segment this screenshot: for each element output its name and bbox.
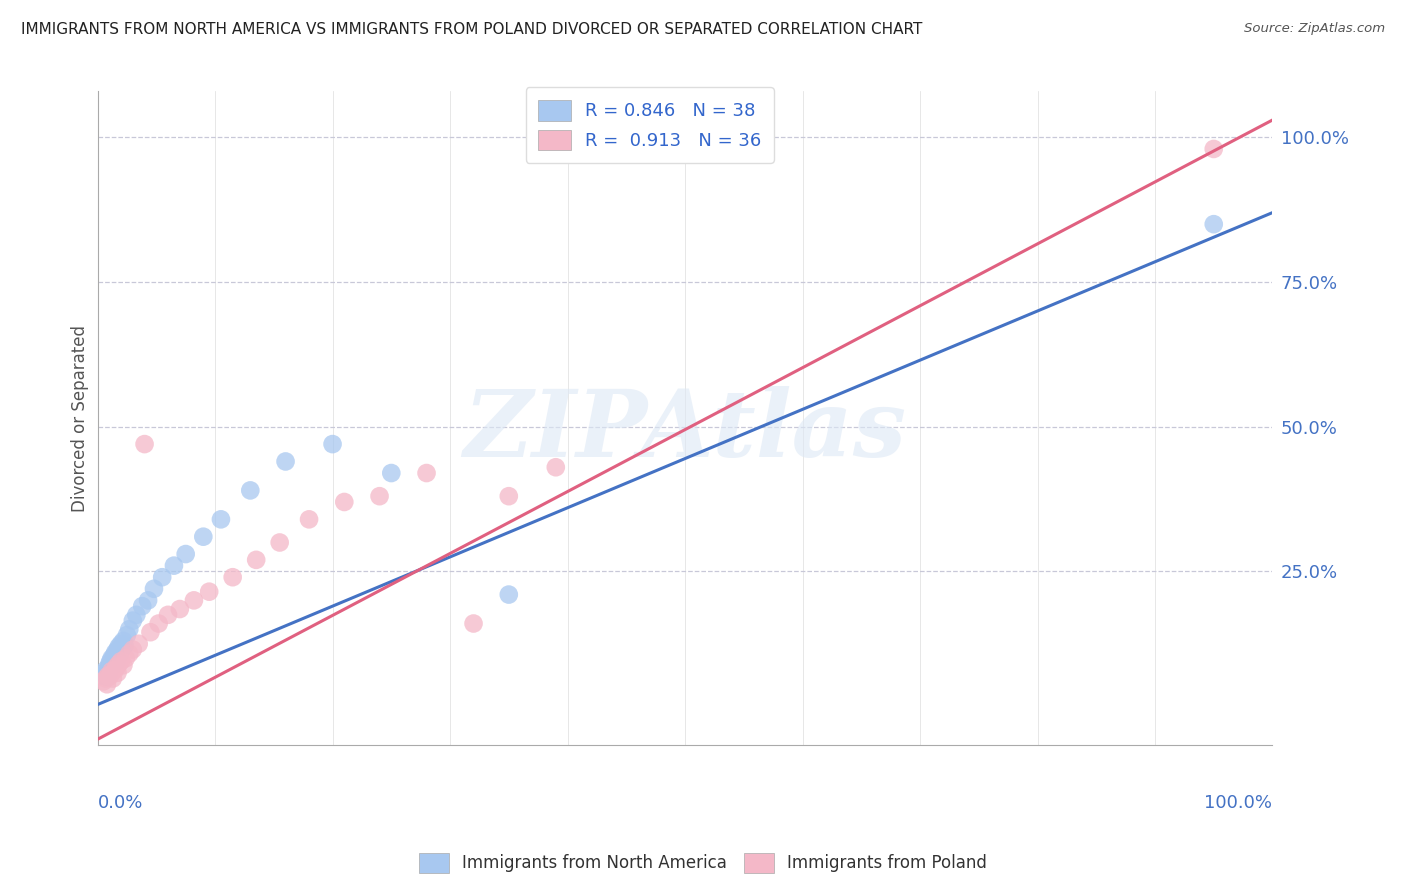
Point <box>245 553 267 567</box>
Point <box>112 633 135 648</box>
Point <box>269 535 291 549</box>
Point <box>1202 142 1225 156</box>
Point <box>136 593 159 607</box>
Point <box>498 588 520 602</box>
Point <box>221 570 243 584</box>
Text: ZIPAtlas: ZIPAtlas <box>464 386 907 476</box>
Point <box>150 570 173 584</box>
Legend: R = 0.846   N = 38, R =  0.913   N = 36: R = 0.846 N = 38, R = 0.913 N = 36 <box>526 87 775 163</box>
Point <box>125 607 148 622</box>
Point <box>107 640 129 654</box>
Point <box>96 677 118 691</box>
Point <box>97 668 120 682</box>
Point <box>104 663 127 677</box>
Point <box>463 616 485 631</box>
Point <box>134 437 156 451</box>
Point <box>139 625 162 640</box>
Point <box>100 664 122 678</box>
Point <box>100 651 122 665</box>
Point <box>333 495 356 509</box>
Point <box>93 668 115 682</box>
Point <box>112 658 135 673</box>
Point <box>183 593 205 607</box>
Point <box>93 674 115 689</box>
Point <box>118 622 141 636</box>
Text: 100.0%: 100.0% <box>1205 794 1272 812</box>
Point <box>193 530 215 544</box>
Point <box>121 642 143 657</box>
Point <box>103 648 125 663</box>
Point <box>209 512 232 526</box>
Point <box>98 660 121 674</box>
Point <box>128 637 150 651</box>
Point <box>100 654 122 668</box>
Point <box>94 663 117 677</box>
Point <box>157 607 180 622</box>
Point <box>143 582 166 596</box>
Point <box>148 616 170 631</box>
Point <box>544 460 567 475</box>
Point <box>174 547 197 561</box>
Point <box>163 558 186 573</box>
Point <box>111 640 134 655</box>
Point <box>118 647 141 661</box>
Point <box>108 647 131 661</box>
Point <box>101 658 124 673</box>
Point <box>107 657 129 671</box>
Point <box>239 483 262 498</box>
Point <box>96 670 118 684</box>
Point <box>98 657 121 671</box>
Point <box>107 642 129 657</box>
Point <box>415 466 437 480</box>
Point <box>107 665 129 680</box>
Point <box>498 489 520 503</box>
Point <box>380 466 402 480</box>
Y-axis label: Divorced or Separated: Divorced or Separated <box>72 325 89 511</box>
Point <box>110 654 132 668</box>
Point <box>1202 217 1225 231</box>
Text: 0.0%: 0.0% <box>97 794 143 812</box>
Point <box>93 665 115 680</box>
Point <box>131 599 153 614</box>
Point <box>169 602 191 616</box>
Point <box>104 645 127 659</box>
Point <box>110 637 132 651</box>
Point <box>101 672 124 686</box>
Point <box>115 628 138 642</box>
Point <box>121 614 143 628</box>
Point <box>105 660 128 674</box>
Point <box>114 639 136 653</box>
Point <box>114 651 136 665</box>
Point <box>198 584 221 599</box>
Point <box>97 667 120 681</box>
Point <box>105 654 128 668</box>
Point <box>322 437 344 451</box>
Point <box>274 454 297 468</box>
Text: Source: ZipAtlas.com: Source: ZipAtlas.com <box>1244 22 1385 36</box>
Point <box>94 672 117 686</box>
Point <box>298 512 321 526</box>
Point <box>100 667 122 681</box>
Text: IMMIGRANTS FROM NORTH AMERICA VS IMMIGRANTS FROM POLAND DIVORCED OR SEPARATED CO: IMMIGRANTS FROM NORTH AMERICA VS IMMIGRA… <box>21 22 922 37</box>
Point <box>98 670 121 684</box>
Legend: Immigrants from North America, Immigrants from Poland: Immigrants from North America, Immigrant… <box>412 847 994 880</box>
Point <box>368 489 391 503</box>
